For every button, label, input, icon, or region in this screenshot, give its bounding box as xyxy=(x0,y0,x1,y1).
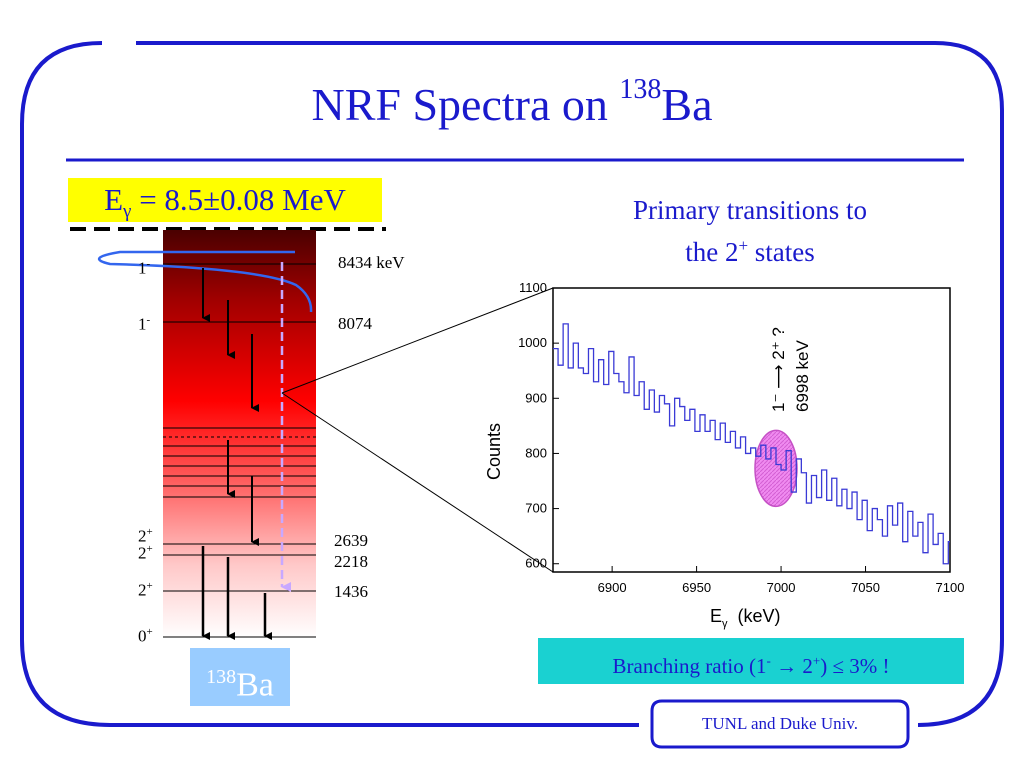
x-tick-label: 7000 xyxy=(767,580,796,595)
annotation-transition: 1⁻ ⟶ 2⁺ ? xyxy=(769,327,788,412)
level-energy-2: 8074 xyxy=(338,314,372,333)
annotation-energy: 6998 keV xyxy=(793,340,812,412)
level-spin-4: 2+ xyxy=(138,543,153,563)
nucleus-label: 138Ba xyxy=(190,648,290,706)
x-tick-label: 7050 xyxy=(851,580,880,595)
level-energy-3: 2639 xyxy=(334,531,368,550)
y-tick-label: 800 xyxy=(525,445,547,460)
level-spin-1: 1- xyxy=(138,258,151,278)
x-tick-label: 6900 xyxy=(598,580,627,595)
excitation-curve xyxy=(97,250,313,313)
level-spin-5: 2+ xyxy=(138,580,153,600)
chart-plot-area xyxy=(552,287,951,573)
level-energy-1: 8434 keV xyxy=(338,253,405,272)
y-tick-label: 700 xyxy=(525,501,547,516)
y-tick-label: 1100 xyxy=(519,280,547,295)
beam-energy-label: Eγ = 8.5±0.08 MeV xyxy=(68,178,382,222)
y-tick-label: 900 xyxy=(525,390,547,405)
level-spin-2: 1- xyxy=(138,314,151,334)
x-tick-label: 7100 xyxy=(936,580,965,595)
chart-ylabel: Counts xyxy=(484,423,504,480)
x-tick-label: 6950 xyxy=(682,580,711,595)
footer-affiliation: TUNL and Duke Univ. xyxy=(702,714,858,733)
level-energy-4: 2218 xyxy=(334,552,368,571)
level-spin-6: 0+ xyxy=(138,626,153,646)
level-energy-5: 1436 xyxy=(334,582,368,601)
caption-line-2: the 2+ states xyxy=(685,236,815,267)
chart-xlabel: Eγ (keV) xyxy=(710,606,781,630)
branching-ratio-box: Branching ratio (1- → 2+) ≤ 3% ! xyxy=(538,638,964,684)
primary-transitions-caption: Primary transitions to the 2+ states xyxy=(572,192,928,270)
chart-series-line xyxy=(553,323,950,565)
y-tick-label: 600 xyxy=(525,556,547,571)
caption-line-1: Primary transitions to xyxy=(633,195,867,225)
level-spin-3: 2+ xyxy=(138,526,153,546)
page-title: NRF Spectra on 138Ba xyxy=(311,74,713,130)
level-box xyxy=(163,230,316,638)
y-tick-label: 1000 xyxy=(518,335,547,350)
